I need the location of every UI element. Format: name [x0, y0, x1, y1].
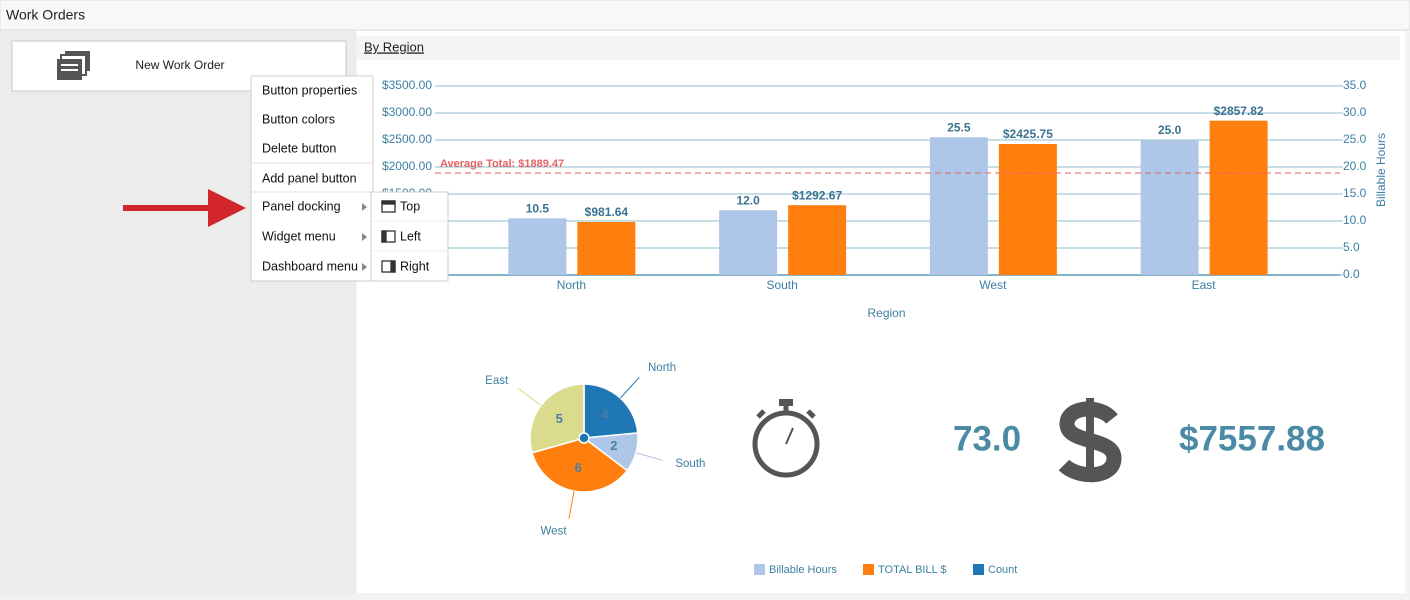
y-tick-label: $3000.00	[382, 105, 432, 119]
bar-value-label: $1292.67	[792, 188, 842, 202]
bar	[1140, 140, 1199, 275]
reference-label: Average Total: $1889.47	[440, 158, 564, 170]
menu-item[interactable]: Delete button	[262, 141, 336, 155]
y-tick-label: $2500.00	[382, 132, 432, 146]
bar-value-label: $2857.82	[1214, 104, 1264, 118]
y2-tick-label: 10.0	[1343, 213, 1367, 227]
x-tick-label: North	[557, 278, 586, 292]
header-title: Work Orders	[6, 7, 85, 23]
legend-label: Count	[988, 564, 1017, 576]
pie-slice	[529, 383, 585, 454]
menu-item[interactable]: Button properties	[262, 83, 357, 97]
legend-swatch	[754, 564, 765, 575]
pointer-arrow	[123, 189, 246, 227]
bar	[719, 210, 778, 275]
bar	[508, 218, 567, 275]
bar-value-label: 25.0	[1158, 123, 1182, 137]
menu-frame	[250, 75, 374, 282]
legend-swatch	[973, 564, 984, 575]
y-tick-label: $2000.00	[382, 159, 432, 173]
pie-leader	[518, 388, 542, 406]
bar	[1209, 120, 1268, 275]
dollar-icon	[1058, 398, 1122, 483]
bar-value-label: $2425.75	[1003, 127, 1053, 141]
y2-tick-label: 30.0	[1343, 105, 1367, 119]
submenu-item[interactable]: Right	[400, 259, 430, 273]
y-tick-label: $3500.00	[382, 78, 432, 92]
menu-item[interactable]: Dashboard menu	[262, 259, 358, 273]
x-tick-label: South	[766, 278, 797, 292]
bar	[577, 221, 636, 275]
y2-axis-label: Billable Hours	[1374, 133, 1388, 207]
x-tick-label: East	[1192, 278, 1217, 292]
submenu: Top Left Right	[370, 191, 449, 282]
menu-item[interactable]: Panel docking	[262, 199, 341, 213]
pie-category-label: South	[675, 458, 705, 470]
pie-category-label: East	[485, 375, 509, 387]
legend-label: TOTAL BILL $	[878, 564, 946, 576]
dock-icons	[381, 200, 396, 273]
bar-value-label: 10.5	[526, 201, 550, 215]
y2-tick-label: 35.0	[1343, 78, 1367, 92]
pie-category-label: North	[648, 362, 676, 374]
pie-leader	[568, 490, 575, 519]
context-menu: Button properties Button colors Delete b…	[250, 75, 374, 282]
x-axis-label: Region	[867, 306, 905, 320]
kpi-hours: 73.0	[953, 419, 1021, 458]
pie-leader	[620, 377, 640, 399]
x-tick-label: West	[979, 278, 1007, 292]
y2-tick-label: 5.0	[1343, 240, 1360, 254]
submenu-arrows	[362, 203, 367, 271]
header-bar	[0, 0, 1410, 31]
y2-tick-label: 25.0	[1343, 132, 1367, 146]
submenu-item[interactable]: Top	[400, 199, 420, 213]
pie-value-label: 4	[601, 407, 609, 422]
widget-title[interactable]: By Region	[364, 39, 424, 54]
kpi-total: $7557.88	[1179, 419, 1325, 458]
menu-item[interactable]: Add panel button	[262, 171, 357, 185]
legend-label: Billable Hours	[769, 564, 837, 576]
bar	[929, 137, 988, 275]
y2-tick-label: 20.0	[1343, 159, 1367, 173]
submenu-item[interactable]: Left	[400, 229, 421, 243]
bar	[788, 205, 847, 275]
bar-value-label: 12.0	[736, 193, 760, 207]
charts: $0.00$500.00$1000.00$1500.00$2000.00$250…	[382, 78, 1388, 576]
y2-tick-label: 15.0	[1343, 186, 1367, 200]
button-icon	[57, 51, 90, 80]
menu-item[interactable]: Widget menu	[262, 229, 336, 243]
widget-title-bar	[357, 36, 1400, 60]
button-label[interactable]: New Work Order	[135, 58, 224, 72]
stopwatch-icon	[752, 399, 820, 478]
pie-value-label: 2	[610, 438, 617, 453]
legend-swatch	[863, 564, 874, 575]
menu-item[interactable]: Button colors	[262, 112, 335, 126]
pie-value-label: 5	[556, 411, 563, 426]
pie-center	[578, 432, 590, 444]
bar-value-label: 25.5	[947, 120, 971, 134]
bar-value-label: $981.64	[585, 205, 629, 219]
y2-tick-label: 0.0	[1343, 267, 1360, 281]
pie-leader	[635, 452, 664, 461]
bar	[998, 144, 1057, 275]
pie-category-label: West	[541, 525, 568, 537]
pie-value-label: 6	[575, 460, 582, 475]
